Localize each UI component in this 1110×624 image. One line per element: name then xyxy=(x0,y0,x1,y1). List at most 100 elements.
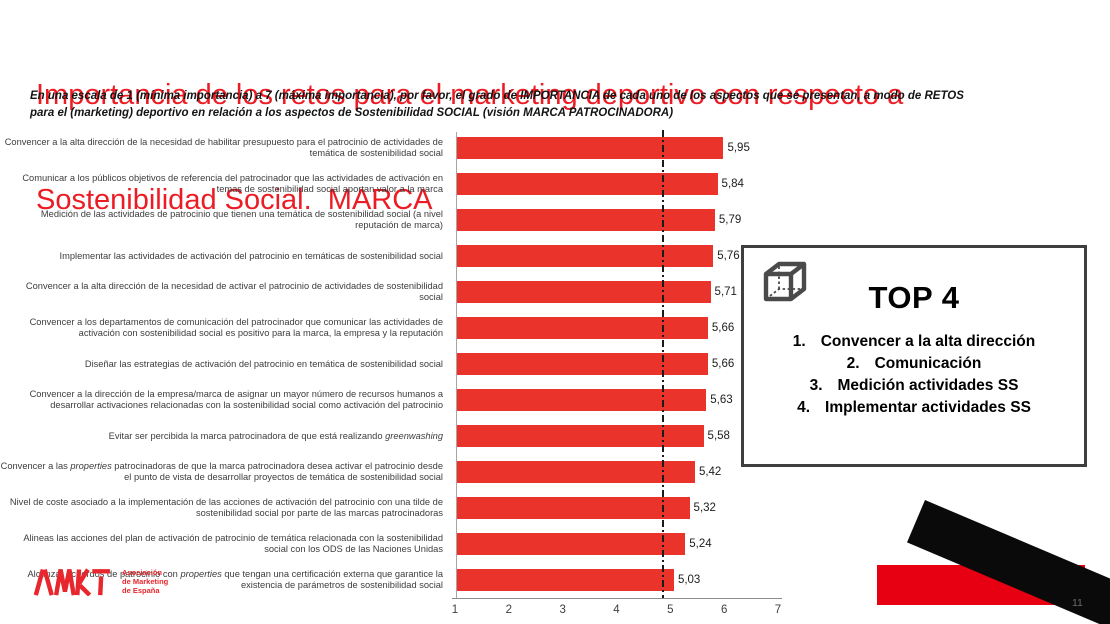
bar-row-label: Convencer a las properties patrocinadora… xyxy=(0,461,443,482)
x-axis-tick-label: 4 xyxy=(613,604,620,616)
bar-value-label: 5,42 xyxy=(698,466,722,478)
x-axis-line xyxy=(452,598,782,599)
survey-question-subtitle: En una escala de 1 (mínima importancia) … xyxy=(30,88,1040,122)
bar-row-plot: 5,79 xyxy=(457,202,780,238)
subtitle-line2: para el (marketing) deportivo en relació… xyxy=(30,107,674,119)
bar-row: Medición de las actividades de patrocini… xyxy=(0,202,790,238)
bar-value-label: 5,66 xyxy=(711,358,735,370)
bar-row-plot: 5,95 xyxy=(457,130,780,166)
bar-row-label: Convencer a la alta dirección de la nece… xyxy=(25,281,443,302)
bar-row: Implementar las actividades de activació… xyxy=(0,238,790,274)
bar xyxy=(457,209,715,231)
bar-row-plot: 5,32 xyxy=(457,490,780,526)
bar-row: Convencer a la dirección de la empresa/m… xyxy=(0,382,790,418)
bar-row: Comunicar a los públicos objetivos de re… xyxy=(0,166,790,202)
bar-row-label: Alineas las acciones del plan de activac… xyxy=(23,533,443,554)
bar-row-label: Alcanzar acuerdos de patrocinio con prop… xyxy=(27,569,443,590)
bar-row: Alcanzar acuerdos de patrocinio con prop… xyxy=(0,562,790,598)
bar xyxy=(457,281,711,303)
bar xyxy=(457,389,707,411)
bar-row-plot: 5,66 xyxy=(457,346,780,382)
top4-item: 1. Convencer a la alta dirección xyxy=(744,331,1084,353)
bar xyxy=(457,497,690,519)
top4-item: 3. Medición actividades SS xyxy=(744,375,1084,397)
bar-row-plot: 5,24 xyxy=(457,526,780,562)
plot-left-border xyxy=(456,132,457,598)
bar-value-label: 5,71 xyxy=(714,286,737,298)
amkt-tagline-line1: Asociación xyxy=(122,567,163,577)
bar-value-label: 5,32 xyxy=(693,502,716,514)
bar-row-label: Comunicar a los públicos objetivos de re… xyxy=(22,173,443,194)
top4-item-text: Convencer a la alta dirección xyxy=(820,333,1036,350)
bar-row-plot: 5,58 xyxy=(457,418,780,454)
bar xyxy=(457,353,708,375)
bar-row: Convencer a la alta dirección de la nece… xyxy=(0,130,790,166)
bar-value-label: 5,76 xyxy=(717,250,740,262)
bar-value-label: 5,79 xyxy=(718,214,742,226)
top4-item-text: Medición actividades SS xyxy=(837,377,1019,394)
bar xyxy=(457,425,704,447)
bar-row: Evitar ser percibida la marca patrocinad… xyxy=(0,418,790,454)
bar-row-plot: 5,66 xyxy=(457,310,780,346)
x-axis-tick-label: 3 xyxy=(559,604,566,616)
reference-dash-line xyxy=(661,130,664,598)
top4-item: 4. Implementar actividades SS xyxy=(744,397,1084,419)
top4-item-number: 1. xyxy=(792,333,806,350)
bar-row-label: Evitar ser percibida la marca patrocinad… xyxy=(108,430,443,441)
top4-heading: TOP 4 xyxy=(868,280,960,315)
amkt-tagline-line2: de Marketing xyxy=(122,576,169,586)
x-axis-tick-label: 1 xyxy=(451,604,459,616)
top4-item: 2. Comunicación xyxy=(744,353,1084,375)
page-title: Importancia de los retos para el marketi… xyxy=(36,8,1086,288)
page-title-line2: Sostenibilidad Social. MARCA xyxy=(36,184,433,216)
top4-item-text: Comunicación xyxy=(874,355,982,372)
subtitle-line1: En una escala de 1 (mínima importancia) … xyxy=(30,90,964,102)
bar-row: Convencer a la alta dirección de la nece… xyxy=(0,274,790,310)
cube-icon xyxy=(763,261,807,302)
top4-item-number: 2. xyxy=(846,355,860,372)
bar-value-label: 5,95 xyxy=(727,142,750,154)
amkt-tagline: Asociación de Marketing de España xyxy=(122,568,168,595)
bar xyxy=(457,173,718,195)
bar-row-plot: 5,63 xyxy=(457,382,780,418)
top4-callout-box: TOP 4 1. Convencer a la alta dirección 2.… xyxy=(741,245,1087,467)
bar-row-label: Convencer a la dirección de la empresa/m… xyxy=(29,389,443,410)
bar-row-plot: 5,42 xyxy=(457,454,780,490)
bar-row-label: Nivel de coste asociado a la implementac… xyxy=(9,497,443,518)
x-axis-tick-label: 5 xyxy=(667,604,674,616)
bar-value-label: 5,63 xyxy=(710,394,733,406)
bar-rows: Convencer a la alta dirección de la nece… xyxy=(0,130,790,598)
x-axis-tick-label: 2 xyxy=(505,604,513,616)
bar xyxy=(457,461,695,483)
bar-row-plot: 5,76 xyxy=(457,238,780,274)
bar-row-label: Medición de las actividades de patrocini… xyxy=(40,209,443,230)
bar xyxy=(457,317,708,339)
amkt-wordmark-icon xyxy=(33,568,110,596)
top4-item-number: 4. xyxy=(797,399,811,416)
page-number: 11 xyxy=(1072,597,1083,609)
importance-bar-chart: Convencer a la alta dirección de la nece… xyxy=(0,130,800,624)
bar-row-plot: 5,71 xyxy=(457,274,780,310)
bar-row-label: Implementar las actividades de activació… xyxy=(59,250,443,261)
bar-row-plot: 5,84 xyxy=(457,166,780,202)
bar-row: Convencer a los departamentos de comunic… xyxy=(0,310,790,346)
x-axis-tick-label: 7 xyxy=(774,604,782,616)
bar xyxy=(457,245,714,267)
top4-list: 1. Convencer a la alta dirección 2. Comuni… xyxy=(744,331,1084,419)
bar-row-label: Convencer a los departamentos de comunic… xyxy=(29,317,443,338)
page-title-line1: Importancia de los retos para el marketi… xyxy=(36,79,904,111)
bar-row: Convencer a las properties patrocinadora… xyxy=(0,454,790,490)
bar xyxy=(457,569,674,591)
bar-value-label: 5,03 xyxy=(677,574,701,586)
bar-value-label: 5,84 xyxy=(721,178,744,190)
top4-item-number: 3. xyxy=(809,377,823,394)
bar-row-label: Diseñar las estrategias de activación de… xyxy=(84,358,443,369)
bar-row: Nivel de coste asociado a la implementac… xyxy=(0,490,790,526)
bar-row-plot: 5,03 xyxy=(457,562,780,598)
bar-row: Alineas las acciones del plan de activac… xyxy=(0,526,790,562)
bar-row-label: Convencer a la alta dirección de la nece… xyxy=(4,137,443,158)
amkt-tagline-line3: de España xyxy=(122,585,160,595)
top4-item-text: Implementar actividades SS xyxy=(825,399,1031,416)
bar xyxy=(457,533,686,555)
